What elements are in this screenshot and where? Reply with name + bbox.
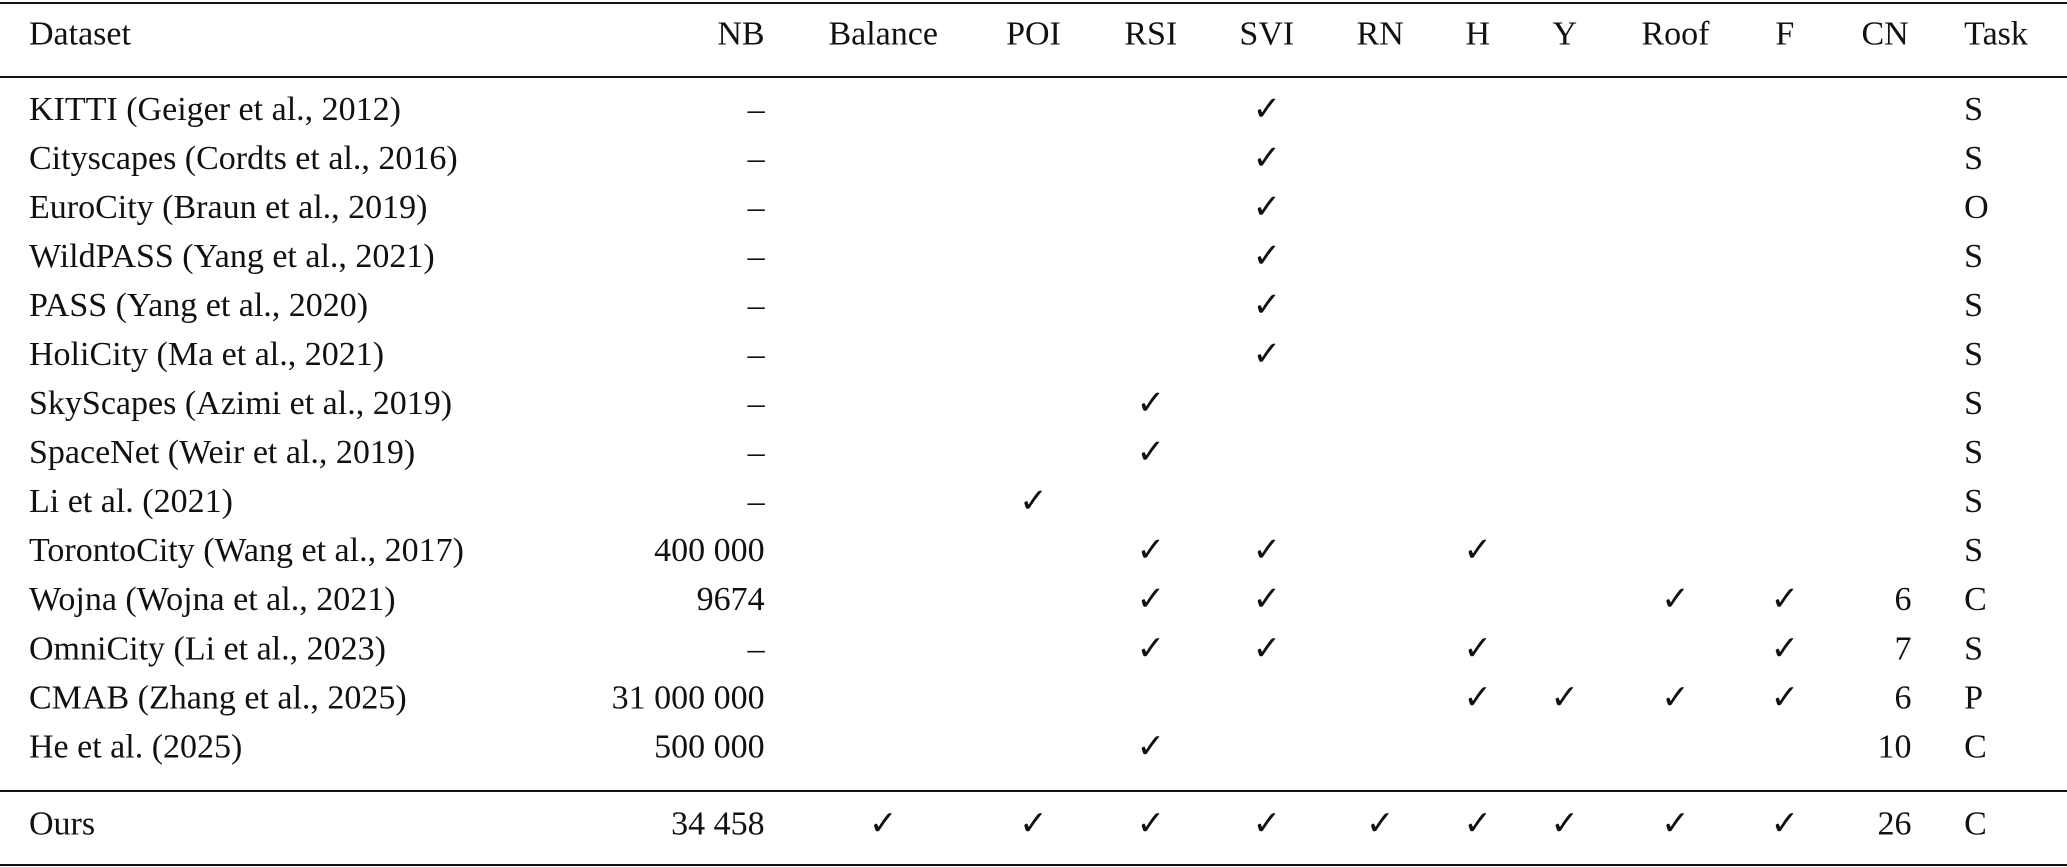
summary-cell: 34 458: [671, 805, 765, 842]
cell: S: [1964, 483, 1983, 520]
cell: TorontoCity (Wang et al., 2017): [29, 532, 464, 569]
cell: S: [1964, 287, 1983, 324]
summary-cell: ✓: [1551, 805, 1580, 842]
cell: S: [1964, 385, 1983, 422]
header-cell: Roof: [1641, 16, 1710, 53]
cell: 6: [1894, 679, 1911, 716]
cell: 9674: [697, 581, 765, 618]
cell: –: [747, 189, 766, 226]
cell: –: [747, 140, 766, 177]
summary-cell: ✓: [1661, 805, 1690, 842]
cell: WildPASS (Yang et al., 2021): [29, 238, 435, 275]
cell: 6: [1894, 581, 1911, 618]
cell: 500 000: [654, 728, 765, 765]
cell: O: [1964, 189, 1989, 226]
cell: –: [747, 483, 766, 520]
summary-cell: ✓: [1366, 805, 1395, 842]
summary-cell: ✓: [1019, 805, 1048, 842]
cell: C: [1964, 581, 1987, 618]
cell: S: [1964, 238, 1983, 275]
summary-cell: ✓: [1137, 805, 1166, 842]
summary-cell: 26: [1877, 805, 1911, 842]
cell: S: [1964, 630, 1983, 667]
cell: He et al. (2025): [29, 728, 242, 765]
cell: ✓: [1137, 385, 1166, 422]
cell: SkyScapes (Azimi et al., 2019): [29, 385, 452, 422]
cell: ✓: [1661, 679, 1690, 716]
cell: PASS (Yang et al., 2020): [29, 287, 368, 324]
cell: –: [747, 91, 766, 128]
cell: –: [747, 385, 766, 422]
cell: EuroCity (Braun et al., 2019): [29, 189, 427, 226]
summary-cell: ✓: [1253, 805, 1282, 842]
cell: ✓: [1771, 679, 1800, 716]
cell: ✓: [1253, 91, 1282, 128]
summary-cell: ✓: [1771, 805, 1800, 842]
header-cell: NB: [717, 16, 764, 53]
cell: ✓: [1137, 728, 1166, 765]
cell: ✓: [1463, 630, 1492, 667]
cell: ✓: [1253, 532, 1282, 569]
cell: S: [1964, 140, 1983, 177]
summary-cell: Ours: [29, 805, 95, 842]
cell: ✓: [1463, 679, 1492, 716]
cell: ✓: [1463, 532, 1492, 569]
cell: ✓: [1137, 581, 1166, 618]
cell: ✓: [1137, 532, 1166, 569]
header-cell: POI: [1006, 16, 1061, 53]
cell: 31 000 000: [612, 679, 765, 716]
cell: ✓: [1253, 287, 1282, 324]
cell: KITTI (Geiger et al., 2012): [29, 91, 401, 128]
cell: –: [747, 336, 766, 373]
header-cell: Balance: [828, 16, 938, 53]
cell: S: [1964, 336, 1983, 373]
cell: SpaceNet (Weir et al., 2019): [29, 434, 415, 471]
cell: C: [1964, 728, 1987, 765]
cell: P: [1964, 679, 1983, 716]
header-cell: Dataset: [29, 16, 132, 53]
cell: ✓: [1137, 630, 1166, 667]
cell: –: [747, 287, 766, 324]
cell: ✓: [1137, 434, 1166, 471]
cell: ✓: [1253, 630, 1282, 667]
cell: ✓: [1253, 140, 1282, 177]
cell: OmniCity (Li et al., 2023): [29, 630, 386, 667]
header-cell: H: [1465, 16, 1490, 53]
cell: CMAB (Zhang et al., 2025): [29, 679, 407, 716]
cell: ✓: [1771, 630, 1800, 667]
header-cell: RN: [1357, 16, 1404, 53]
cell: Wojna (Wojna et al., 2021): [29, 581, 396, 618]
summary-cell: ✓: [869, 805, 898, 842]
summary-cell: C: [1964, 805, 1987, 842]
cell: Cityscapes (Cordts et al., 2016): [29, 140, 458, 177]
cell: 7: [1894, 630, 1911, 667]
header-cell: RSI: [1124, 16, 1177, 53]
cell: ✓: [1253, 581, 1282, 618]
cell: ✓: [1253, 336, 1282, 373]
cell: S: [1964, 91, 1983, 128]
cell: –: [747, 630, 766, 667]
header-cell: SVI: [1239, 16, 1294, 53]
header-cell: CN: [1861, 16, 1908, 53]
summary-cell: ✓: [1463, 805, 1492, 842]
header-cell: F: [1775, 16, 1794, 53]
header-cell: Y: [1552, 16, 1577, 53]
cell: ✓: [1551, 679, 1580, 716]
cell: ✓: [1253, 238, 1282, 275]
cell: HoliCity (Ma et al., 2021): [29, 336, 384, 373]
header-cell: Task: [1964, 16, 2028, 53]
cell: 10: [1877, 728, 1911, 765]
cell: S: [1964, 532, 1983, 569]
cell: S: [1964, 434, 1983, 471]
cell: ✓: [1661, 581, 1690, 618]
cell: 400 000: [654, 532, 765, 569]
cell: ✓: [1771, 581, 1800, 618]
cell: –: [747, 238, 766, 275]
cell: –: [747, 434, 766, 471]
cell: ✓: [1019, 483, 1048, 520]
cell: Li et al. (2021): [29, 483, 233, 520]
cell: ✓: [1253, 189, 1282, 226]
